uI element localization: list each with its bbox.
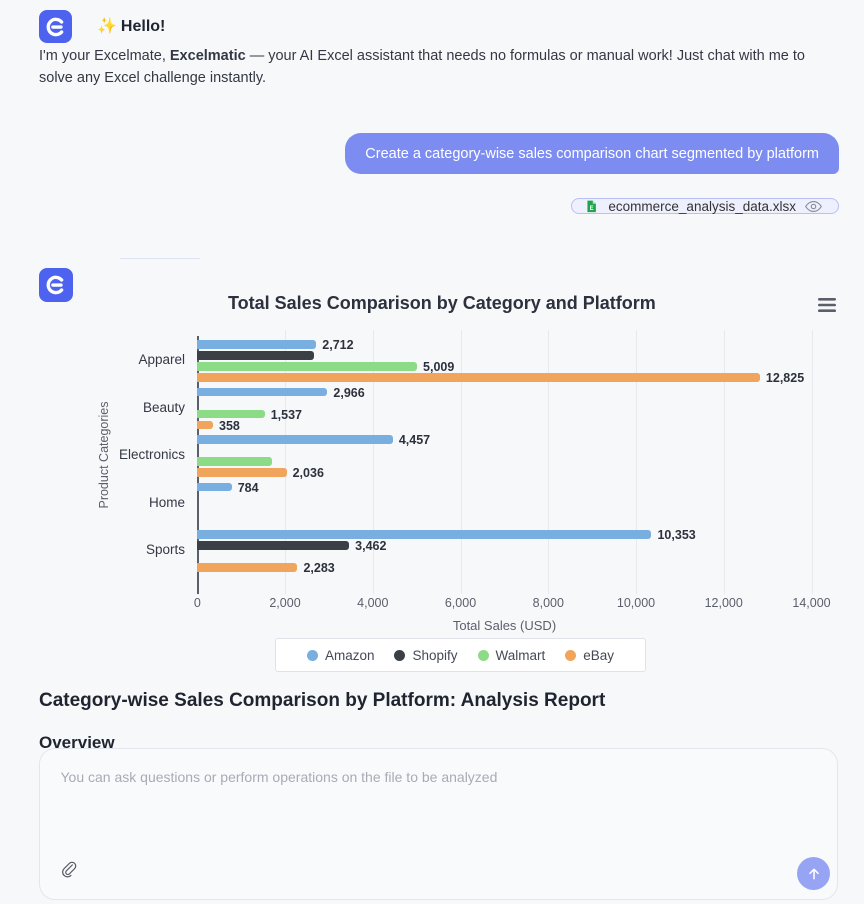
svg-text:E: E <box>590 206 594 212</box>
